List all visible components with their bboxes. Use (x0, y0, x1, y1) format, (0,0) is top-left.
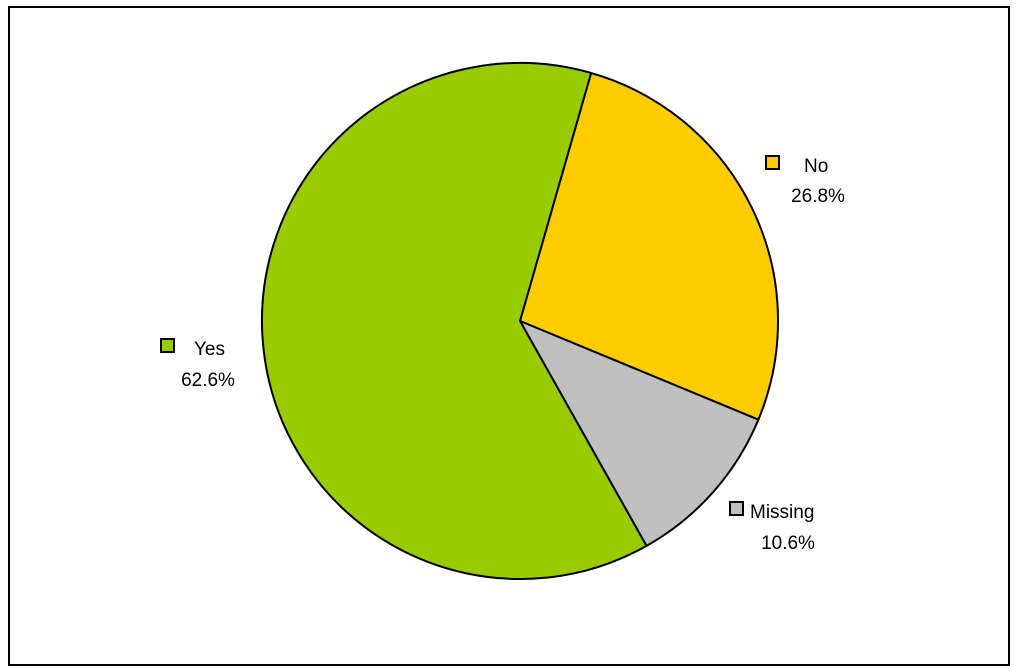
pie-slice-missing (519, 320, 760, 547)
slice-value-label-missing: 10.6% (761, 533, 815, 554)
pie-slice-no (519, 71, 779, 421)
slice-value-label-no: 26.8% (791, 186, 845, 207)
legend-swatch-yes (160, 338, 175, 353)
pie-slice-yes (261, 62, 648, 580)
pie-chart: No 26.8% Missing 10.6% Yes 62.6% (160, 62, 845, 580)
slice-label-missing: Missing (750, 502, 814, 523)
legend-swatch-no (765, 155, 780, 170)
slice-label-no: No (804, 156, 828, 177)
slice-label-yes: Yes (194, 339, 225, 360)
legend-swatch-missing (729, 501, 744, 516)
slice-value-label-yes: 62.6% (181, 370, 235, 391)
